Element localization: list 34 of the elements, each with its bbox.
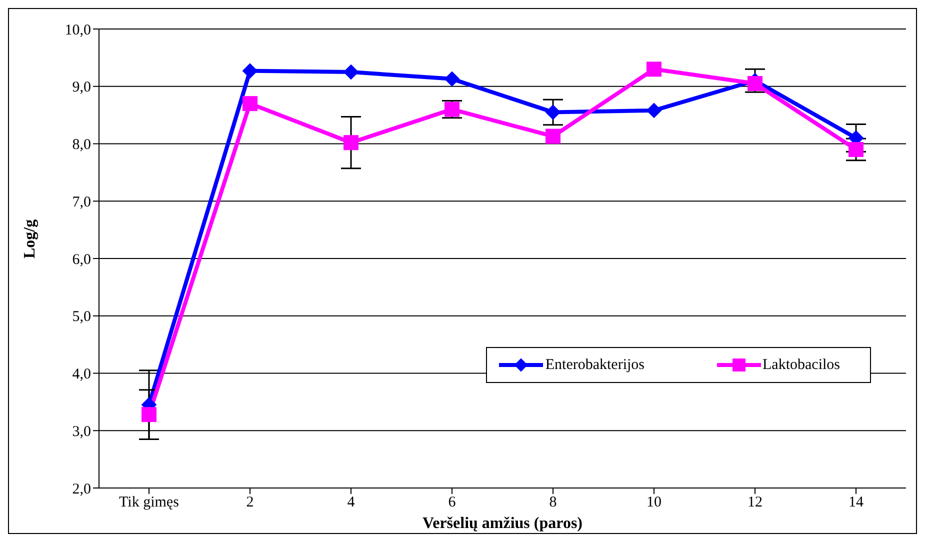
point	[848, 142, 864, 157]
x-tick-label: 10	[646, 494, 662, 511]
point	[546, 104, 560, 120]
x-tick-label: 12	[748, 494, 762, 511]
y-tick-label: 3,0	[72, 424, 91, 440]
point	[242, 63, 258, 78]
point	[344, 135, 358, 150]
point	[142, 407, 156, 422]
x-tick-label: 8	[549, 494, 557, 511]
point	[646, 62, 662, 77]
point	[444, 102, 460, 117]
x-tick-label: 4	[347, 494, 356, 511]
legend-label: Laktobacilos	[762, 356, 840, 374]
x-tick-label: 14	[848, 494, 864, 511]
y-tick-label: 8,0	[72, 137, 91, 154]
x-axis-title: Veršelių amžius (paros)	[422, 515, 582, 532]
y-tick-label: 9,0	[72, 80, 91, 96]
point	[344, 64, 358, 80]
y-tick-label: 4,0	[72, 366, 91, 383]
y-tick-label: 6,0	[72, 252, 91, 268]
legend-label: Enterobakterijos	[545, 356, 645, 374]
point	[546, 128, 560, 144]
point	[748, 76, 762, 92]
y-tick-label: 2,0	[72, 481, 91, 498]
point	[646, 102, 662, 118]
y-tick-label: 10,0	[64, 22, 91, 38]
x-tick-label: 2	[246, 494, 254, 511]
y-tick-label: 7,0	[72, 194, 91, 210]
point	[444, 71, 460, 86]
x-tick-label: 6	[448, 494, 456, 511]
y-tick-label: 5,0	[72, 309, 91, 326]
y-axis-title: Log/g	[22, 219, 39, 258]
point	[242, 96, 258, 112]
x-tick-label: Tik gimęs	[119, 494, 180, 511]
